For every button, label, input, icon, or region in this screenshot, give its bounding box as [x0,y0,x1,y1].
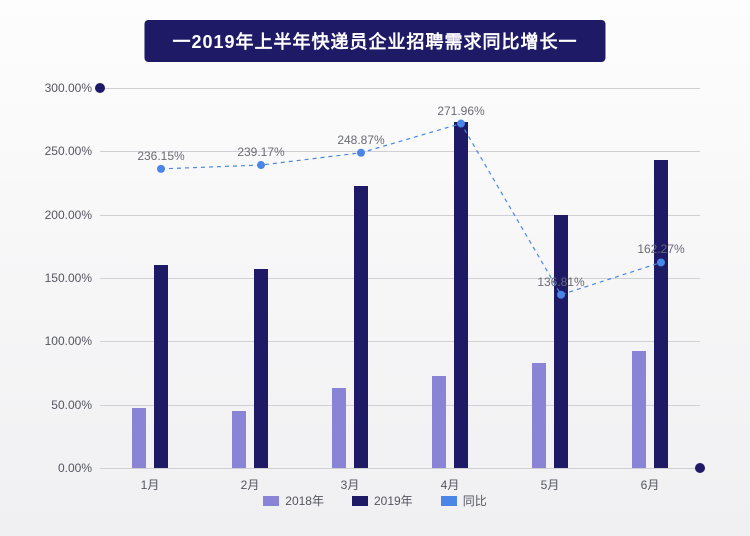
y-axis-endpoint [95,83,105,93]
y-tick-label: 200.00% [45,208,92,222]
legend-label: 2018年 [285,492,324,509]
line-layer [100,88,700,468]
yoy-marker [457,120,465,128]
legend-label: 同比 [463,492,487,509]
x-tick-label: 1月 [141,476,160,493]
y-tick-label: 300.00% [45,81,92,95]
yoy-marker [257,161,265,169]
yoy-marker [557,291,565,299]
legend-item-s2019: 2019年 [352,492,413,509]
x-tick-label: 6月 [641,476,660,493]
yoy-marker [157,165,165,173]
chart-plot-area: 0.00%50.00%100.00%150.00%200.00%250.00%3… [100,88,700,468]
yoy-line [161,124,661,295]
y-tick-label: 0.00% [58,461,92,475]
x-tick-label: 3月 [341,476,360,493]
y-tick-label: 50.00% [51,398,92,412]
yoy-marker [357,149,365,157]
legend-item-s2018: 2018年 [263,492,324,509]
y-tick-label: 150.00% [45,271,92,285]
legend-swatch [441,496,457,506]
legend-item-yoy: 同比 [441,492,487,509]
x-tick-label: 2月 [241,476,260,493]
y-tick-label: 100.00% [45,334,92,348]
gridline [100,468,700,469]
chart-title: 一2019年上半年快递员企业招聘需求同比增长一 [144,20,605,62]
x-tick-label: 5月 [541,476,560,493]
yoy-marker [657,258,665,266]
y-tick-label: 250.00% [45,144,92,158]
legend-swatch [352,496,368,506]
legend: 2018年 2019年 同比 [0,492,750,509]
legend-swatch [263,496,279,506]
chart-title-text: 一2019年上半年快递员企业招聘需求同比增长一 [172,32,577,52]
legend-label: 2019年 [374,492,413,509]
x-tick-label: 4月 [441,476,460,493]
x-axis-endpoint [695,463,705,473]
